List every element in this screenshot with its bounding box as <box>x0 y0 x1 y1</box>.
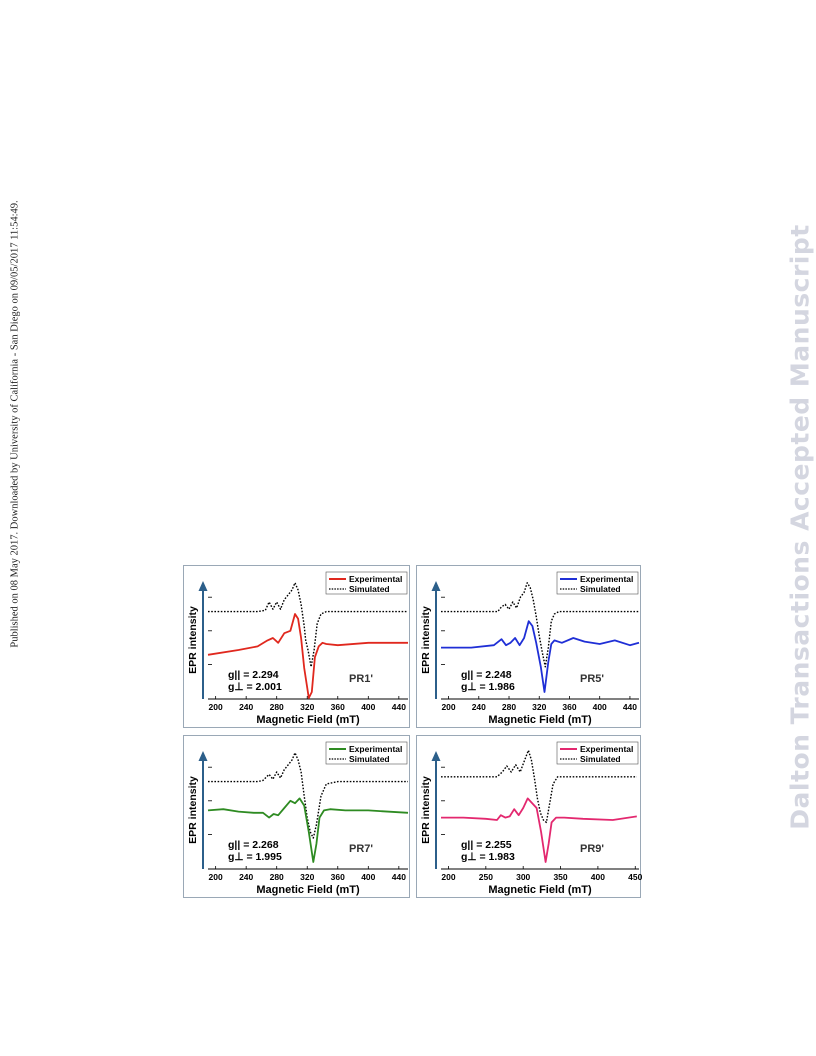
epr-panel-pr9: EPR intensity 200 250 300 350 400 450 Magnetic … <box>416 735 642 898</box>
download-note-text: Published on 08 May 2017. Downloaded by … <box>9 200 21 648</box>
download-note: Published on 08 May 2017. Downloaded by … <box>5 198 25 650</box>
series-line-experimental <box>207 797 409 863</box>
legend-label-experimental: Experimental <box>349 744 402 754</box>
y-axis-label: EPR intensity <box>187 776 199 844</box>
g-parallel-value: g|| = 2.255 <box>461 839 512 851</box>
epr-chart-pr7: EPR intensity 200 240 280 320 360 400 440 Magnet… <box>187 741 409 896</box>
y-axis-label: EPR intensity <box>420 606 432 674</box>
panel-label-pr5: PR5' <box>580 673 604 685</box>
x-axis-label: Magnetic Field (mT) <box>488 714 592 726</box>
x-tick-label: 400 <box>361 872 375 882</box>
x-tick-label: 200 <box>209 872 223 882</box>
x-tick-label: 200 <box>441 702 455 712</box>
x-tick-label: 300 <box>516 872 530 882</box>
y-axis-arrowhead <box>431 751 441 761</box>
g-parallel-value: g|| = 2.294 <box>228 669 279 681</box>
panel-label-pr9: PR9' <box>580 843 604 855</box>
y-axis-arrowhead <box>198 751 208 761</box>
x-tick-label: 250 <box>479 872 493 882</box>
x-tick-label: 360 <box>331 702 345 712</box>
series-line-simulated <box>208 582 408 668</box>
x-tick-label: 280 <box>270 872 284 882</box>
series-line-experimental <box>441 620 640 693</box>
g-parallel-value: g|| = 2.268 <box>228 839 279 851</box>
legend-label-simulated: Simulated <box>580 754 621 764</box>
x-tick-label: 240 <box>472 702 486 712</box>
y-axis-arrowhead <box>198 581 208 591</box>
legend-box <box>556 741 639 765</box>
x-axis-label: Magnetic Field (mT) <box>256 714 360 726</box>
legend-box <box>556 571 639 595</box>
legend-box <box>325 741 408 765</box>
x-tick-label: 440 <box>392 872 406 882</box>
x-tick-label: 320 <box>300 872 314 882</box>
epr-panel-pr7: EPR intensity 200 240 280 320 360 400 440 Magnet… <box>183 735 410 898</box>
x-tick-label: 360 <box>331 872 345 882</box>
g-perpendicular-value: g⊥ = 1.983 <box>461 851 515 863</box>
x-tick-label: 350 <box>553 872 567 882</box>
x-tick-label: 240 <box>239 872 253 882</box>
x-tick-label: 320 <box>532 702 546 712</box>
panel-label-pr7: PR7' <box>349 843 373 855</box>
epr-panel-pr5: EPR intensity 200 240 280 320 360 400 440 Magnet… <box>416 565 641 728</box>
x-tick-label: 440 <box>392 702 406 712</box>
y-axis-label: EPR intensity <box>420 776 432 844</box>
x-tick-label: 400 <box>593 702 607 712</box>
legend-label-simulated: Simulated <box>349 584 390 594</box>
g-parallel-value: g|| = 2.248 <box>461 669 512 681</box>
legend-label-experimental: Experimental <box>580 744 633 754</box>
legend-box <box>325 571 408 595</box>
accepted-manuscript-watermark: Dalton Transactions Accepted Manuscript <box>770 218 816 836</box>
x-tick-label: 450 <box>628 872 642 882</box>
x-axis-label: Magnetic Field (mT) <box>256 884 360 896</box>
series-line-simulated <box>441 749 637 824</box>
x-tick-label: 440 <box>623 702 637 712</box>
x-tick-label: 200 <box>441 872 455 882</box>
panel-label-pr1: PR1' <box>349 673 373 685</box>
series-line-simulated <box>441 582 639 668</box>
x-tick-label: 200 <box>209 702 223 712</box>
g-perpendicular-value: g⊥ = 1.995 <box>228 851 282 863</box>
series-line-experimental <box>441 797 637 863</box>
legend-label-simulated: Simulated <box>580 584 621 594</box>
y-axis-arrowhead <box>431 581 441 591</box>
x-axis-label: Magnetic Field (mT) <box>488 884 592 896</box>
y-axis-label: EPR intensity <box>187 606 199 674</box>
epr-panel-pr1: EPR intensity 200 240 280 320 360 400 440 Magnet… <box>183 565 410 728</box>
g-perpendicular-value: g⊥ = 1.986 <box>461 681 515 693</box>
watermark-text: Dalton Transactions Accepted Manuscript <box>785 224 815 830</box>
x-tick-label: 360 <box>562 702 576 712</box>
epr-chart-pr5: EPR intensity 200 240 280 320 360 400 440 Magnet… <box>420 571 640 726</box>
x-tick-label: 280 <box>270 702 284 712</box>
epr-chart-pr1: EPR intensity 200 240 280 320 360 400 440 Magnet… <box>187 571 408 726</box>
x-tick-label: 280 <box>502 702 516 712</box>
legend-label-experimental: Experimental <box>580 574 633 584</box>
g-perpendicular-value: g⊥ = 2.001 <box>228 681 282 693</box>
epr-chart-pr9: EPR intensity 200 250 300 350 400 450 Magnetic … <box>420 741 642 896</box>
x-tick-label: 240 <box>239 702 253 712</box>
x-tick-label: 400 <box>361 702 375 712</box>
series-line-experimental <box>207 613 408 699</box>
x-tick-label: 320 <box>300 702 314 712</box>
legend-label-experimental: Experimental <box>349 574 402 584</box>
legend-label-simulated: Simulated <box>349 754 390 764</box>
x-tick-label: 400 <box>591 872 605 882</box>
